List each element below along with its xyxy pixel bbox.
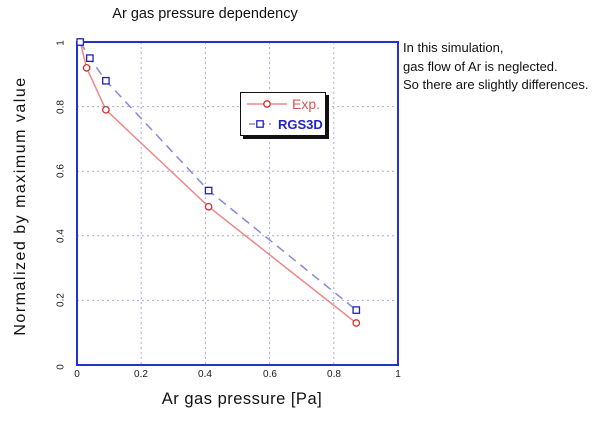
- chart-title: Ar gas pressure dependency: [112, 6, 298, 22]
- x-tick-label: 1: [395, 369, 401, 380]
- y-tick-label: 0.8: [55, 100, 67, 114]
- y-tick-label: 0.4: [55, 229, 67, 243]
- x-axis-label: Ar gas pressure [Pa]: [161, 390, 323, 408]
- legend-label-exp: Exp.: [292, 95, 321, 112]
- legend: Exp. RGS3D: [240, 92, 326, 136]
- x-tick-label: 0.8: [327, 369, 341, 380]
- y-tick-label: 0.6: [55, 164, 67, 178]
- y-tick-label: 0: [55, 364, 67, 370]
- legend-item-exp: Exp.: [241, 94, 325, 114]
- legend-item-rgs3d: RGS3D: [241, 114, 325, 134]
- x-tick-label: 0.6: [263, 369, 277, 380]
- exp-line-circle-icon: [247, 99, 287, 108]
- y-tick-label: 1: [55, 40, 67, 46]
- y-tick-label: 0.2: [55, 293, 67, 307]
- x-tick-label: 0.4: [198, 369, 212, 380]
- annotation-line: gas flow of Ar is neglected.: [403, 58, 558, 74]
- annotation-text: In this simulation, gas flow of Ar is ne…: [403, 39, 588, 95]
- rgs3d-line-square-icon: [249, 120, 271, 129]
- x-tick-label: 0.2: [134, 369, 148, 380]
- annotation-line: So there are slightly differences.: [403, 77, 589, 92]
- y-axis-label: Normalized by maximum value: [12, 76, 29, 336]
- annotation-line: In this simulation,: [403, 40, 504, 55]
- x-tick-label: 0: [74, 369, 80, 380]
- legend-label-rgs3d: RGS3D: [278, 116, 323, 132]
